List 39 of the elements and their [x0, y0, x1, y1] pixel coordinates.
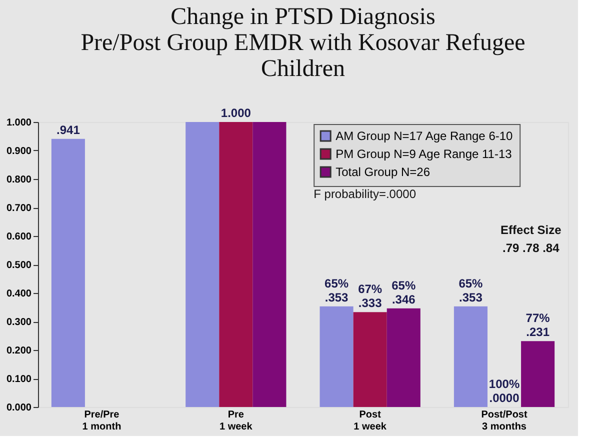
y-tick-label: 1.000: [6, 118, 32, 128]
text: 77% .231: [526, 311, 550, 340]
bar: [454, 306, 488, 407]
bar: [219, 122, 253, 407]
x-tick-label: Post/Post 3 months: [481, 410, 528, 432]
legend-label: Total Group N=26: [336, 165, 430, 179]
bar: [51, 138, 85, 407]
x-tick-label: Pre 1 week: [220, 410, 253, 432]
text: 67% .333: [358, 282, 382, 310]
text: 65% .346: [392, 278, 416, 306]
annotation: F probability=.0000: [314, 187, 416, 201]
y-tick-label: 0.100: [6, 374, 32, 385]
y-tick-label: 0.700: [6, 203, 32, 214]
text: 65% .353: [324, 276, 349, 304]
x-tick-label: Pre/Pre 1 month: [82, 410, 122, 432]
legend-label: AM Group N=17 Age Range 6-10: [336, 129, 514, 143]
y-tick-label: 0.000: [6, 402, 32, 414]
y-tick-label: 0.800: [6, 174, 32, 186]
text: 100% .0000: [488, 377, 520, 405]
bar: [252, 122, 286, 407]
bar: [386, 308, 420, 407]
bar: [521, 341, 555, 407]
annotation: .79 .78 .84: [502, 241, 560, 255]
y-tick-label: 0.400: [6, 288, 32, 300]
chart-title: Change in PTSD Diagnosis Pre/Post Group EMDR with Kosovar Refugee Children: [80, 4, 526, 82]
x-tick-label: Post 1 week: [354, 410, 387, 432]
bar: [353, 312, 387, 407]
data-label: .941: [56, 122, 80, 137]
y-tick-label: 0.900: [6, 146, 32, 157]
y-tick-label: 0.300: [6, 317, 32, 328]
bar: [320, 306, 354, 407]
bar: [186, 122, 220, 407]
y-tick-label: 0.200: [6, 346, 32, 356]
legend-label: PM Group N=9 Age Range 11-13: [336, 147, 512, 161]
data-label: 1.000: [220, 106, 252, 120]
text: 65% .353: [458, 276, 483, 304]
annotation: Effect Size: [500, 223, 562, 237]
y-tick-label: 0.500: [6, 260, 32, 271]
y-tick-label: 0.600: [6, 232, 32, 242]
